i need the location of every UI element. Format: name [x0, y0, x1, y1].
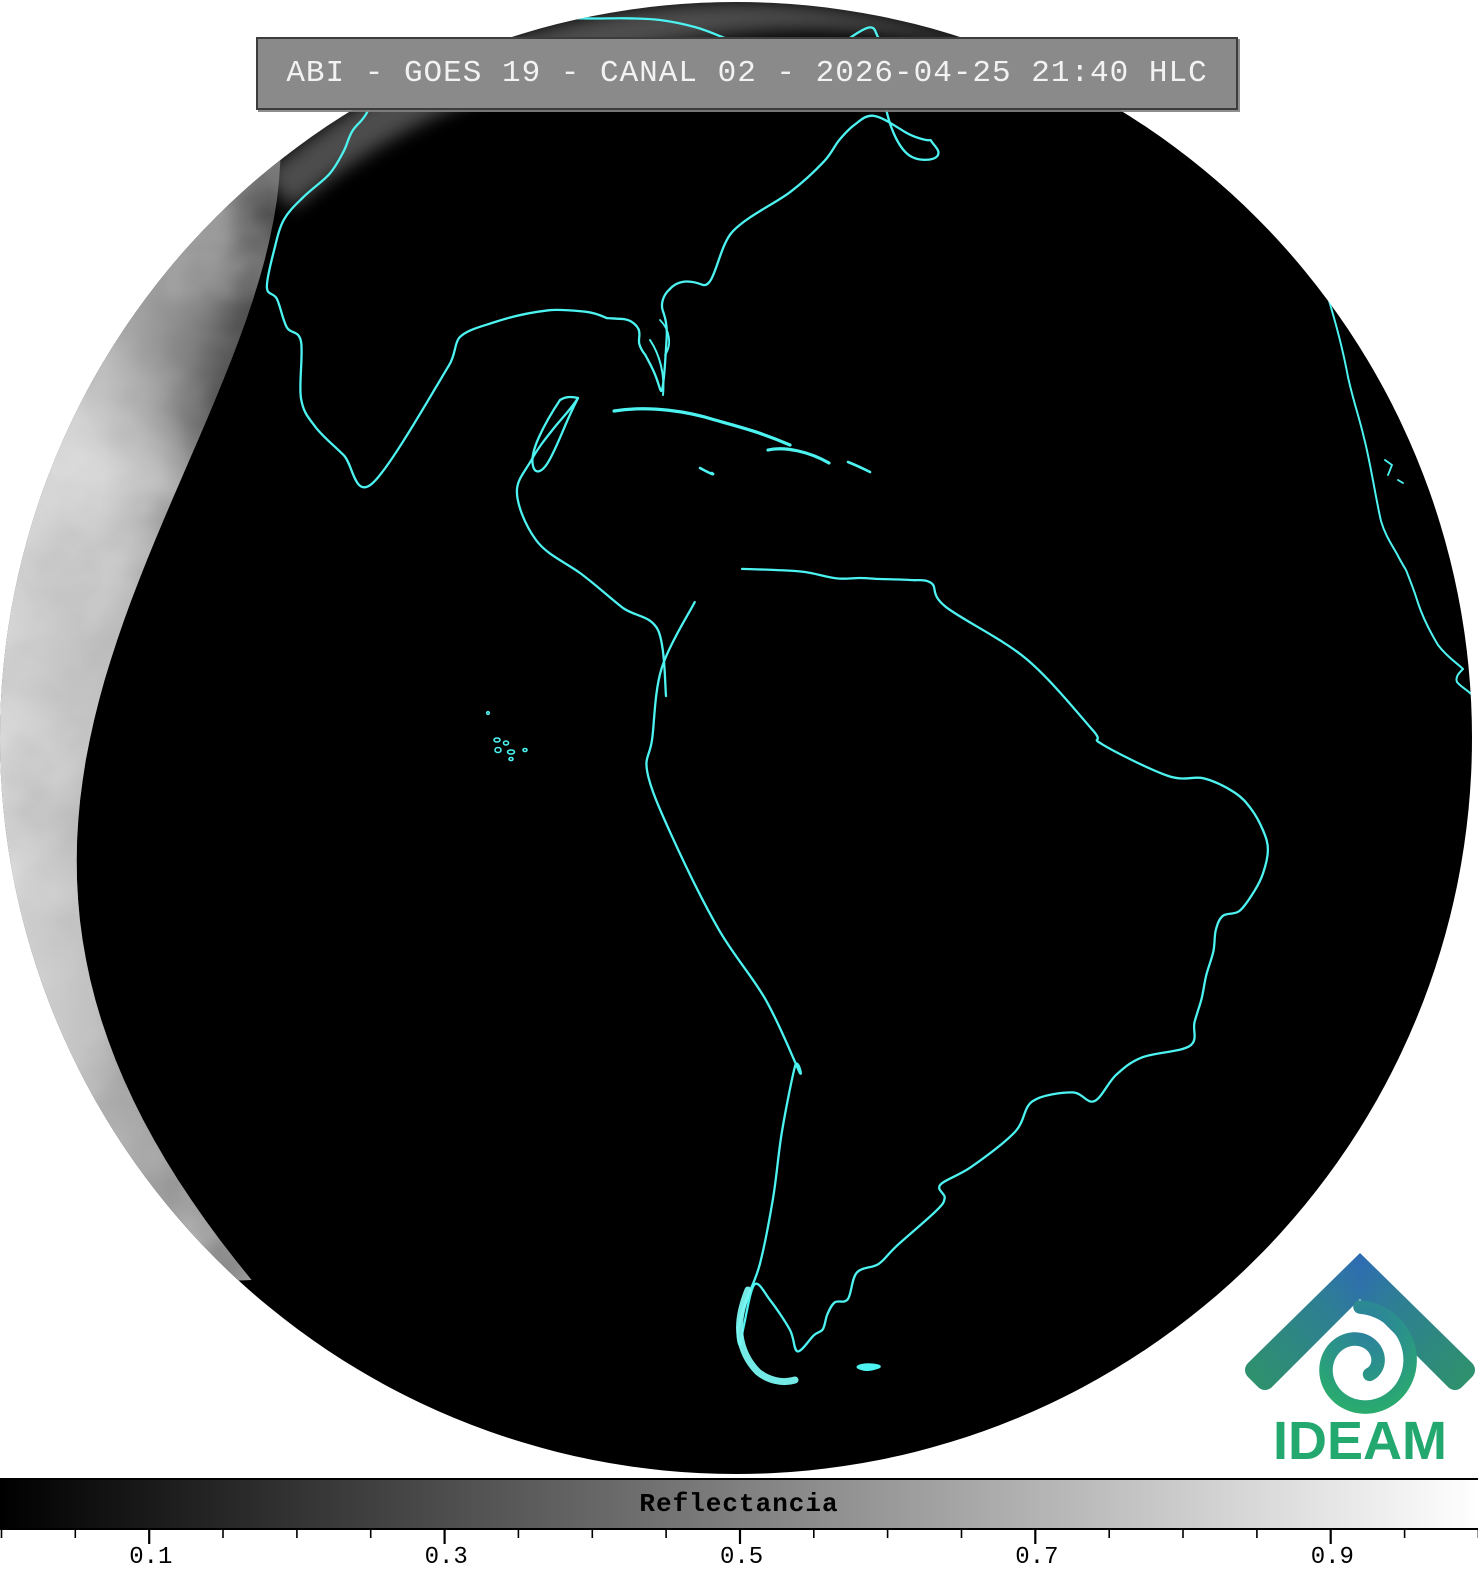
svg-text:IDEAM: IDEAM	[1273, 1411, 1447, 1471]
